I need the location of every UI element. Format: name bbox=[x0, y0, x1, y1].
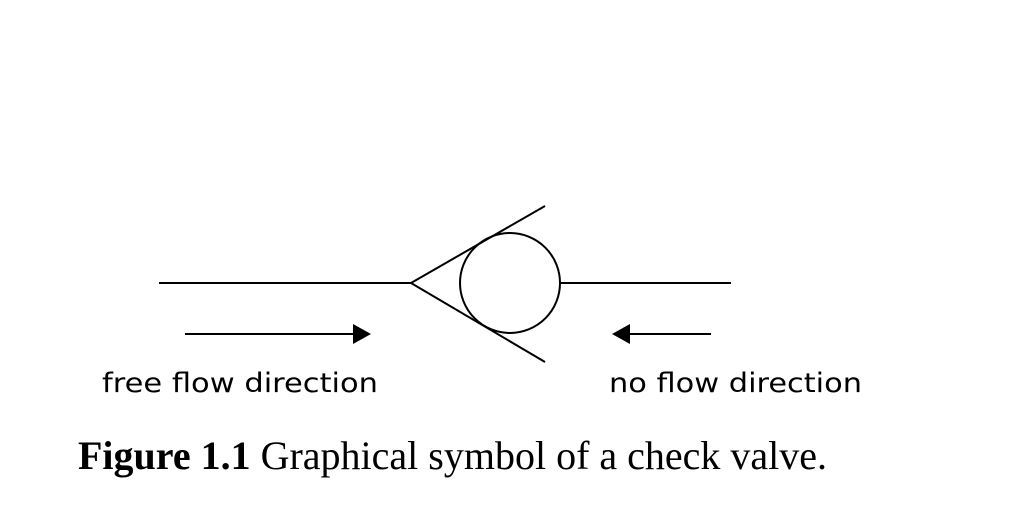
figure-caption-text: Graphical symbol of a check valve. bbox=[250, 433, 828, 478]
free-flow-label: free flow direction bbox=[102, 368, 378, 399]
figure-caption: Figure 1.1 Graphical symbol of a check v… bbox=[78, 434, 827, 478]
valve-ball bbox=[459, 232, 561, 334]
no-flow-label: no flow direction bbox=[609, 368, 862, 399]
figure-number: Figure 1.1 bbox=[78, 433, 251, 478]
no-flow-arrow-head bbox=[612, 324, 630, 344]
free-flow-arrow-head bbox=[353, 324, 371, 344]
